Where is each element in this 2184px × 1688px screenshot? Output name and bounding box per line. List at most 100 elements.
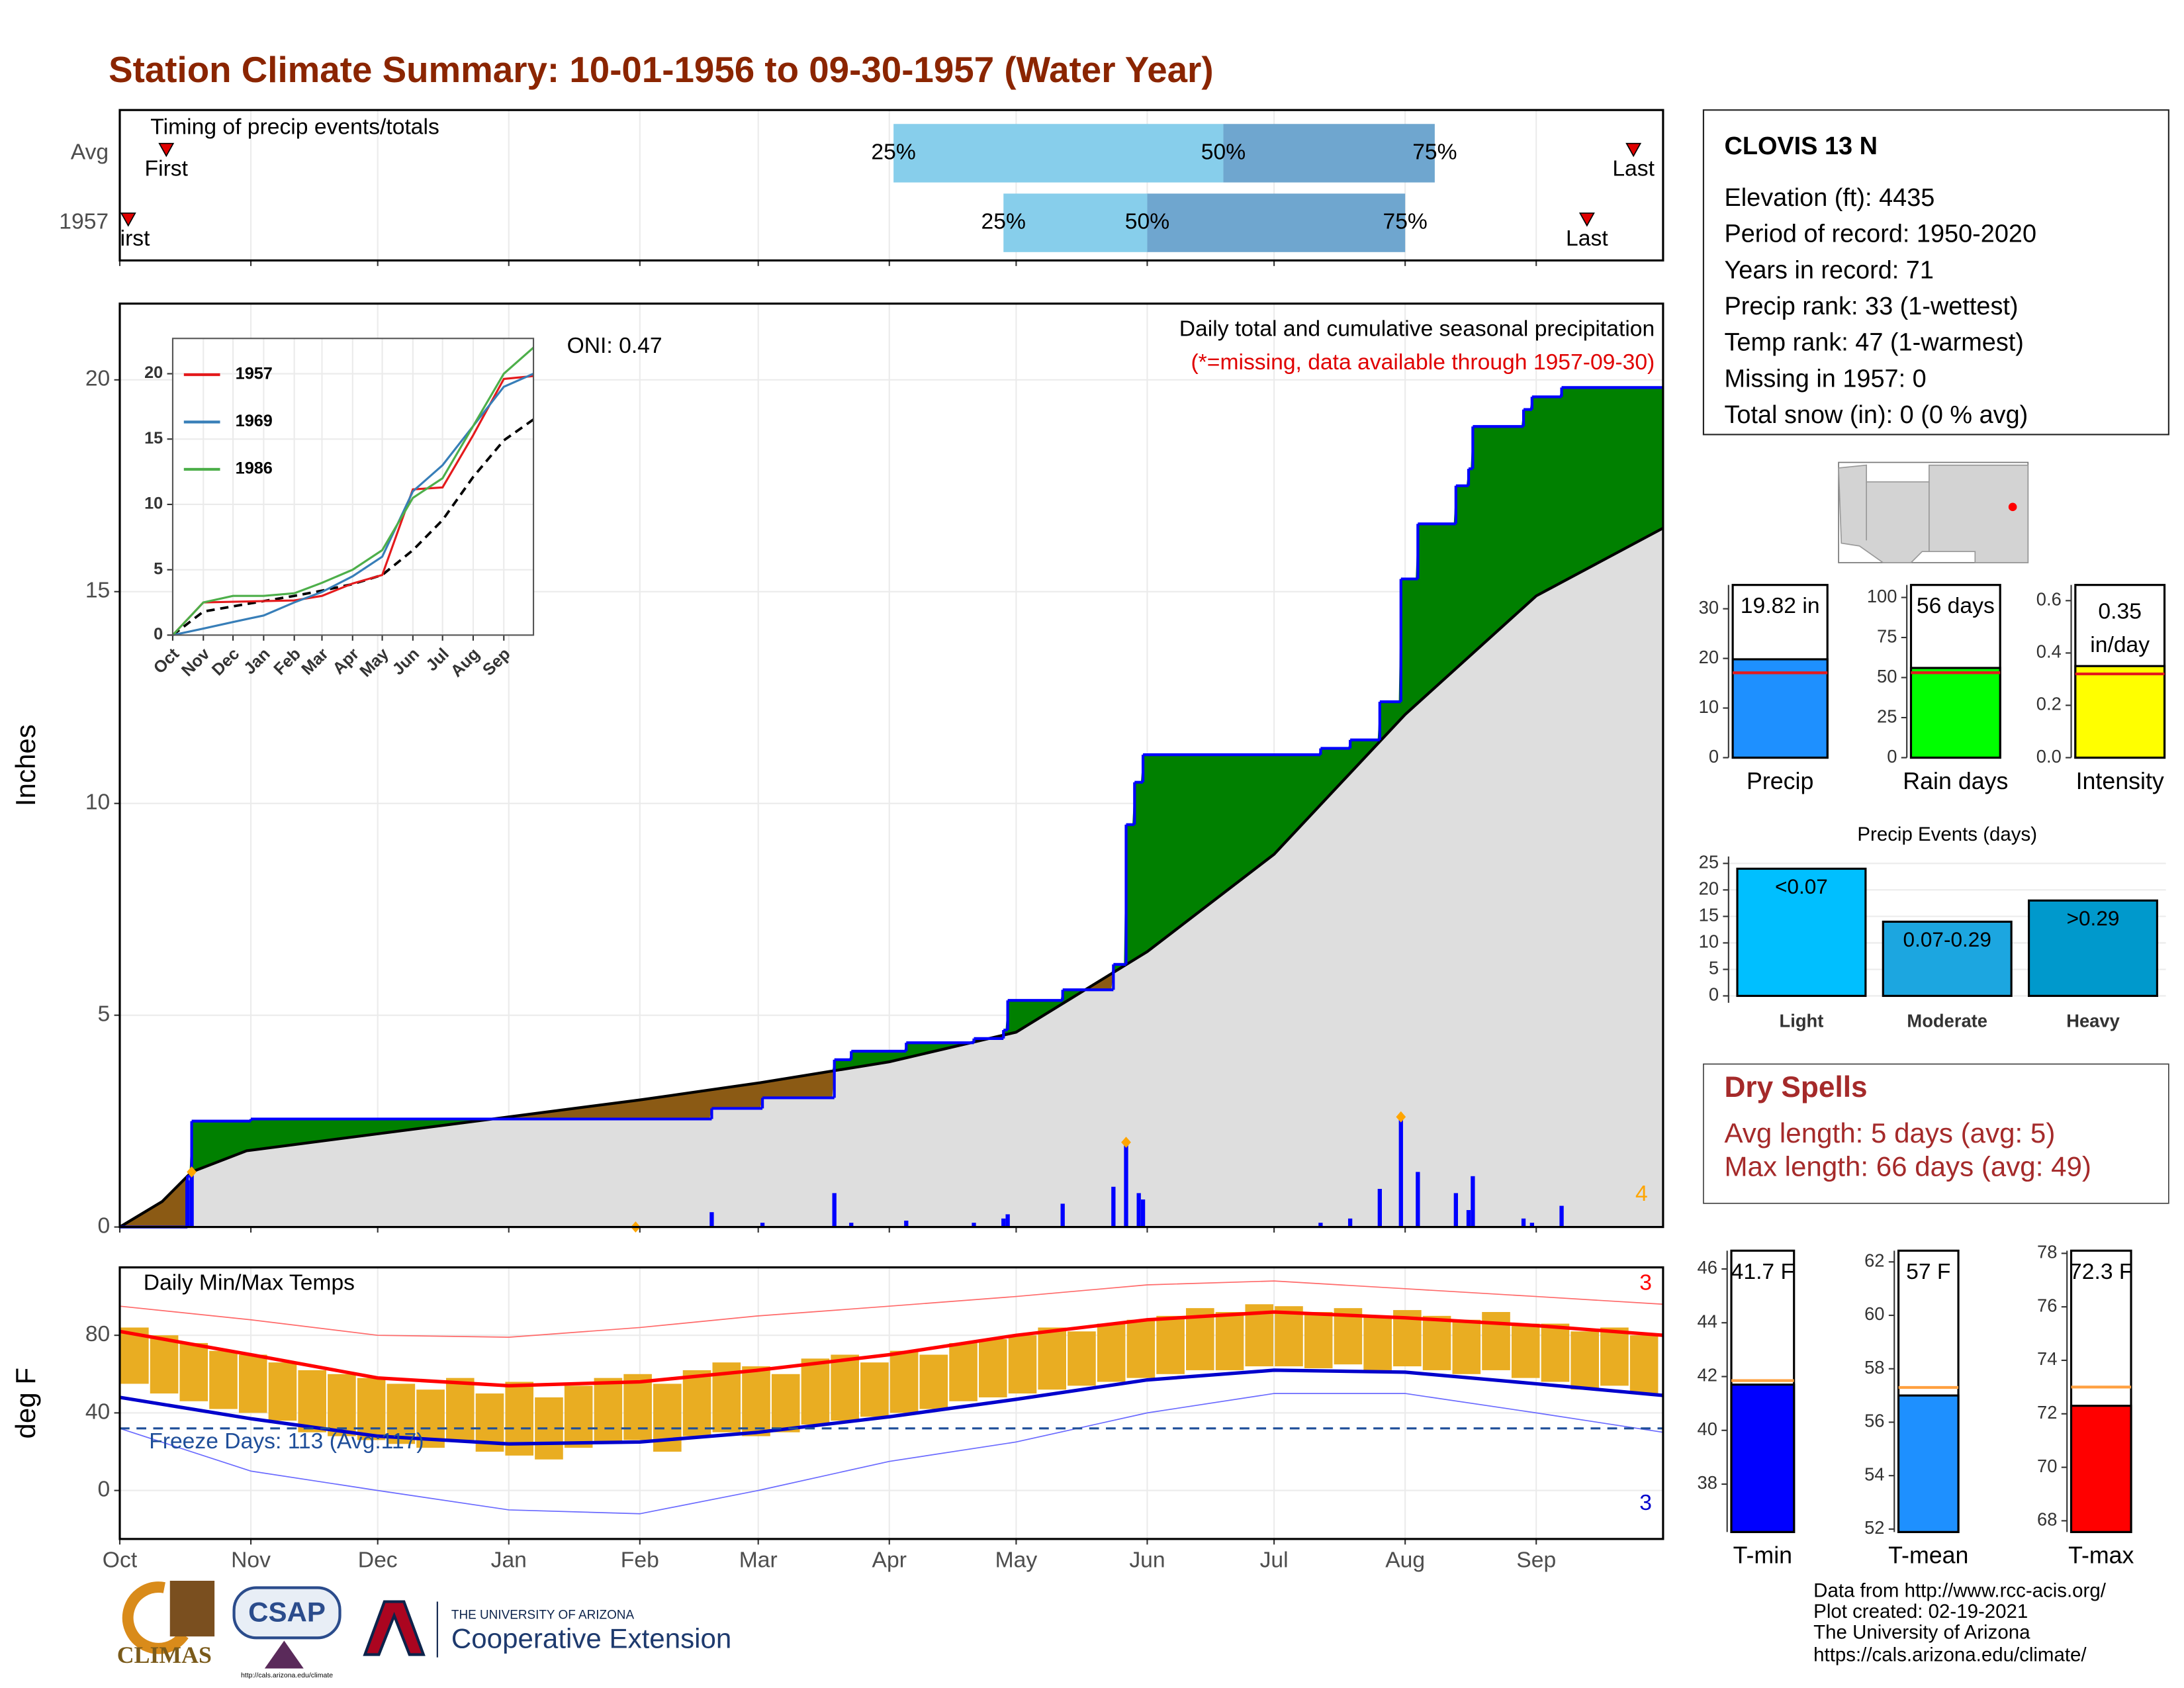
- y-tick-label: 20: [1699, 647, 1719, 667]
- daily-bar: [1111, 1186, 1116, 1227]
- csap-logo: CSAP http://cals.arizona.edu/climate: [232, 1586, 341, 1679]
- y-tick-label: 80: [85, 1322, 110, 1346]
- y-tick-label: 54: [1864, 1464, 1884, 1484]
- y-tick-label: 76: [2037, 1295, 2057, 1315]
- station-line: Years in record: 71: [1724, 256, 1933, 284]
- chart-subtitle: Daily total and cumulative seasonal prec…: [1179, 317, 1655, 342]
- category-label: Precip: [1747, 768, 1813, 794]
- avg-max-line: [119, 1310, 1664, 1387]
- x-tick-label: Sep: [1516, 1548, 1556, 1572]
- temp-range-bar: [1275, 1306, 1303, 1367]
- y-tick-label: 68: [2037, 1509, 2057, 1530]
- y-tick-label: 0.2: [2036, 694, 2062, 714]
- x-tick-label: Mar: [739, 1548, 778, 1572]
- category-label: T-min: [1733, 1542, 1792, 1569]
- station-line: Elevation (ft): 4435: [1724, 184, 1934, 212]
- temp-range-bar: [357, 1378, 386, 1440]
- station-dot: [2008, 502, 2017, 512]
- temp-range-bar: [1600, 1327, 1629, 1386]
- x-tick-label: Jul: [1260, 1548, 1289, 1572]
- temp-range-bar: [387, 1383, 416, 1444]
- temp-range-bar: [1422, 1315, 1451, 1370]
- gauge-bar: [1731, 658, 1829, 759]
- daily-bar: [189, 1172, 194, 1227]
- temp-range-bar: [801, 1358, 830, 1425]
- y-tick-label: 74: [2037, 1348, 2057, 1369]
- gauge-bar: [2070, 1405, 2132, 1533]
- y-tick-label: 100: [1867, 586, 1897, 606]
- station-line: Temp rank: 47 (1-warmest): [1724, 329, 2023, 357]
- daily-bar: [709, 1212, 714, 1227]
- quartile-label: 25%: [871, 140, 915, 164]
- y-tick-label: 0: [154, 625, 163, 643]
- temp-range-bar: [564, 1385, 593, 1448]
- x-tick-label: Dec: [358, 1548, 398, 1572]
- daily-bar: [1318, 1223, 1323, 1227]
- temp-range-bar: [1038, 1327, 1067, 1390]
- daily-bar: [1453, 1193, 1458, 1227]
- chart-note: (*=missing, data available through 1957-…: [1191, 350, 1655, 375]
- event-bar: [1736, 867, 1867, 998]
- y-tick-label: 20: [144, 363, 163, 382]
- daily-bar: [1060, 1203, 1065, 1227]
- events-title: Precip Events (days): [1857, 823, 2037, 845]
- daily-bar: [904, 1220, 909, 1227]
- temp-range-bar: [1334, 1308, 1363, 1365]
- daily-bar: [1416, 1172, 1420, 1227]
- dry-spells-box: [1703, 1063, 2169, 1204]
- y-axis-label: deg F: [10, 1368, 41, 1439]
- record-min-line: [119, 1393, 1664, 1515]
- temp-range-bar: [1126, 1319, 1156, 1378]
- station-line: Missing in 1957: 0: [1724, 365, 1926, 393]
- x-tick-label: Nov: [231, 1548, 271, 1572]
- value-label: 0.35 in/day: [2090, 600, 2150, 657]
- temp-title: Daily Min/Max Temps: [144, 1271, 355, 1295]
- record-high-count: 3: [1639, 1271, 1652, 1295]
- page-title: Station Climate Summary: 10-01-1956 to 0…: [109, 49, 1213, 90]
- temp-range-bar: [1511, 1323, 1540, 1378]
- y-axis-label: Inches: [10, 724, 41, 806]
- y-tick-label: 0: [1887, 746, 1897, 767]
- value-label: 57 F: [1906, 1260, 1950, 1284]
- dry-spells-line: Max length: 66 days (avg: 49): [1724, 1150, 2091, 1182]
- temp-range-bar: [1008, 1335, 1037, 1394]
- daily-bar: [1140, 1199, 1146, 1227]
- y-tick-label: 10: [144, 494, 163, 513]
- climas-logo: CLIMAS: [117, 1580, 215, 1668]
- x-tick-label: Jun: [1129, 1548, 1165, 1572]
- event-marker: [120, 212, 136, 227]
- ua-logo: THE UNIVERSITY OF ARIZONA Cooperative Ex…: [363, 1600, 731, 1658]
- y-tick-label: 52: [1864, 1517, 1884, 1538]
- gauge-bar: [2074, 665, 2166, 759]
- y-tick-label: 25: [1699, 852, 1719, 872]
- legend-label: 1986: [236, 459, 273, 478]
- daily-bar: [1398, 1117, 1403, 1227]
- ua-small: THE UNIVERSITY OF ARIZONA: [451, 1609, 635, 1622]
- y-tick-label: 25: [1877, 706, 1897, 726]
- location-map: [1838, 461, 2029, 563]
- y-tick-label: 40: [85, 1399, 110, 1424]
- average-area: [119, 528, 1663, 1227]
- y-tick-label: 20: [1699, 878, 1719, 899]
- temp-range-bar: [1452, 1319, 1481, 1374]
- temp-range-bar: [682, 1370, 711, 1436]
- x-tick-label: Apr: [872, 1548, 907, 1572]
- record-low-count: 3: [1639, 1491, 1652, 1515]
- event-marker: [158, 142, 175, 158]
- y-tick-label: 75: [1877, 626, 1897, 646]
- bar-label: >0.29: [2067, 906, 2120, 930]
- gauge-bar: [1909, 667, 2001, 759]
- quartile-label: 25%: [981, 210, 1026, 234]
- y-tick-label: 0.4: [2036, 641, 2062, 662]
- y-tick-label: 40: [1698, 1419, 1717, 1439]
- y-tick-label: 50: [1877, 666, 1897, 686]
- temp-range-bar: [445, 1378, 475, 1440]
- x-tick-label: Moderate: [1907, 1011, 1987, 1031]
- event-marker: [1578, 212, 1595, 227]
- ua-mark: [363, 1600, 426, 1656]
- temp-range-bar: [860, 1362, 889, 1417]
- x-tick-label: Oct: [103, 1548, 138, 1572]
- quartile-label: 75%: [1383, 210, 1427, 234]
- daily-bar: [760, 1223, 765, 1227]
